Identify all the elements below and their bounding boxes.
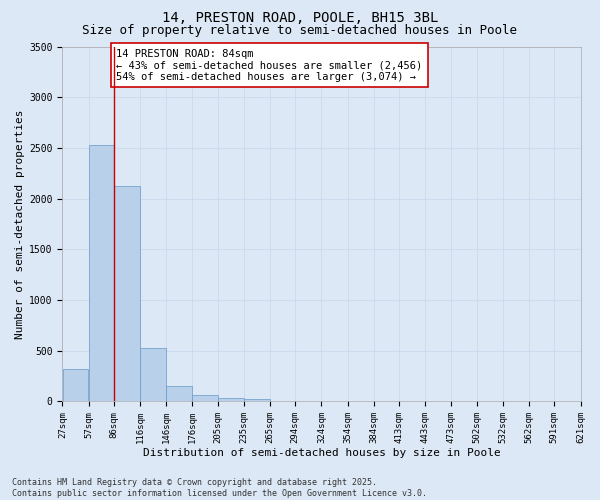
Bar — [166, 386, 192, 402]
Bar — [89, 145, 114, 402]
Y-axis label: Number of semi-detached properties: Number of semi-detached properties — [15, 109, 25, 338]
Text: Contains HM Land Registry data © Crown copyright and database right 2025.
Contai: Contains HM Land Registry data © Crown c… — [12, 478, 427, 498]
Text: 14, PRESTON ROAD, POOLE, BH15 3BL: 14, PRESTON ROAD, POOLE, BH15 3BL — [162, 11, 438, 25]
Text: 14 PRESTON ROAD: 84sqm
← 43% of semi-detached houses are smaller (2,456)
54% of : 14 PRESTON ROAD: 84sqm ← 43% of semi-det… — [116, 48, 423, 82]
Bar — [62, 369, 88, 402]
X-axis label: Distribution of semi-detached houses by size in Poole: Distribution of semi-detached houses by … — [143, 448, 500, 458]
Bar — [193, 396, 218, 402]
Bar — [244, 400, 270, 402]
Bar — [140, 348, 166, 402]
Bar — [218, 398, 244, 402]
Text: Size of property relative to semi-detached houses in Poole: Size of property relative to semi-detach… — [83, 24, 517, 37]
Bar — [114, 186, 140, 402]
